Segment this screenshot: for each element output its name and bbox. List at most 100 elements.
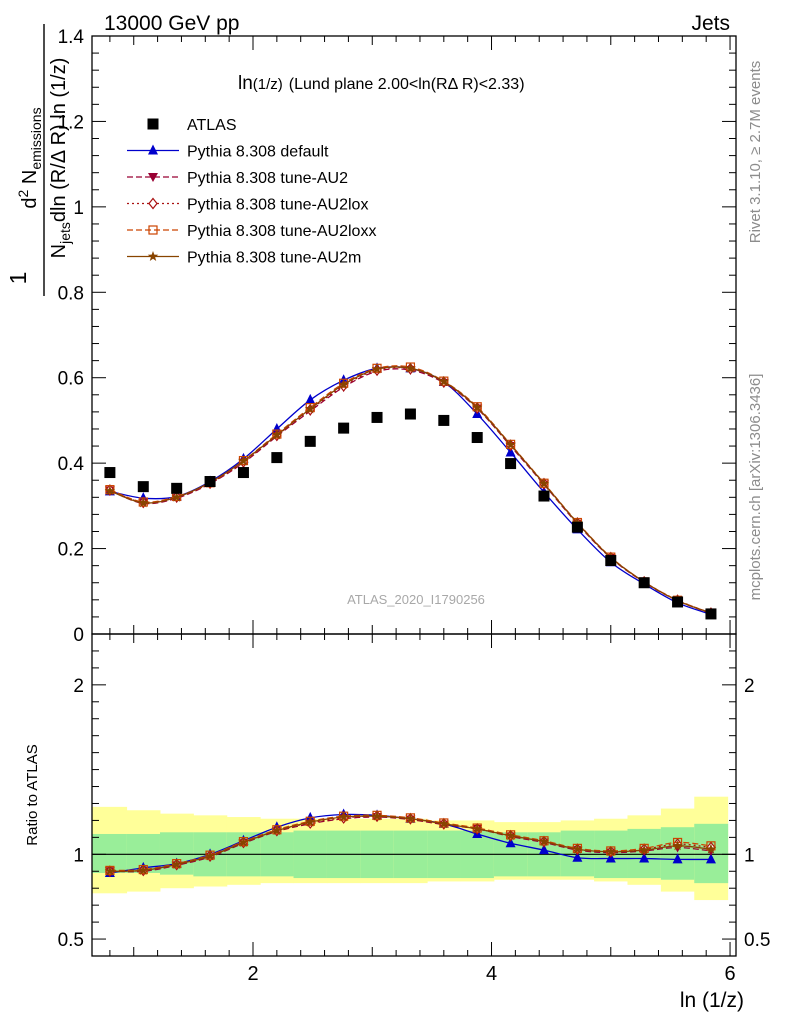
analysis-watermark: ATLAS_2020_I1790256 bbox=[347, 592, 485, 607]
legend-label-pythia-8-308-tune-au2m: Pythia 8.308 tune-AU2m bbox=[187, 250, 361, 267]
data-point-atlas bbox=[304, 435, 316, 447]
data-point-atlas bbox=[672, 596, 684, 608]
series-point-pythia-8-308-tune-au2m bbox=[238, 455, 249, 466]
data-point-atlas bbox=[171, 482, 183, 494]
series-point-pythia-8-308-tune-au2m bbox=[104, 485, 116, 496]
legend-marker-pythia-8-308-default bbox=[148, 144, 158, 155]
y-tick-label-ratio-right: 0.5 bbox=[744, 930, 770, 951]
data-point-atlas bbox=[237, 467, 249, 479]
data-point-atlas bbox=[705, 608, 717, 620]
band-inner-bin bbox=[660, 827, 695, 880]
series-point-pythia-8-308-default bbox=[505, 446, 516, 457]
ratio-point-pythia-8-308-tune-au2m bbox=[638, 844, 650, 855]
data-point-atlas bbox=[204, 476, 216, 488]
x-tick-label: 2 bbox=[247, 963, 258, 985]
x-tick-label: 4 bbox=[486, 963, 497, 985]
legend-label-pythia-8-308-tune-au2: Pythia 8.308 tune-AU2 bbox=[187, 170, 348, 187]
ratio-uncertainty-bands bbox=[92, 796, 729, 901]
ylabel-denominator-lead: N bbox=[48, 244, 70, 258]
y-tick-label-ratio-left: 0.5 bbox=[58, 930, 84, 951]
y-tick-label-main: 0 bbox=[73, 625, 84, 646]
data-point-atlas bbox=[371, 411, 383, 423]
ratio-point-pythia-8-308-default bbox=[505, 837, 516, 848]
ratio-point-pythia-8-308-default bbox=[639, 852, 650, 863]
ylabel-numerator-sup: 2 bbox=[15, 189, 31, 197]
ratio-plot-frame bbox=[91, 633, 737, 957]
data-point-atlas bbox=[271, 452, 283, 464]
ratio-point-pythia-8-308-tune-au2m bbox=[438, 818, 450, 829]
y-tick-label-main: 0.8 bbox=[58, 283, 84, 304]
ylabel-denominator-rest: dln (R/Δ R) ln (1/z) bbox=[48, 58, 70, 223]
x-axis-label: ln (1/z) bbox=[680, 989, 744, 1012]
ylabel-denominator: Njetsdln (R/Δ R) ln (1/z) bbox=[48, 58, 73, 259]
ratio-point-pythia-8-308-tune-au2m bbox=[538, 836, 550, 847]
series-point-pythia-8-308-tune-au2m bbox=[471, 402, 483, 413]
y-tick-label-ratio-left: 2 bbox=[73, 676, 84, 697]
y-tick-label-main: 0.6 bbox=[58, 369, 84, 390]
main-title-rest: (Lund plane 2.00<ln(RΔ R)<2.33) bbox=[289, 76, 525, 93]
y-tick-label-main: 0.2 bbox=[58, 540, 84, 561]
ratio-point-pythia-8-308-tune-au2m bbox=[605, 846, 617, 857]
legend-marker-pythia-8-308-tune-au2m bbox=[147, 251, 159, 261]
ylabel-denominator-sub: jets bbox=[57, 222, 73, 245]
main-title-sub: (1/z) bbox=[253, 76, 283, 93]
series-line-pythia-8-308-tune-au2 bbox=[109, 368, 712, 615]
ratio-point-pythia-8-308-tune-au2m bbox=[705, 843, 717, 854]
series-point-pythia-8-308-tune-au2m bbox=[338, 379, 349, 389]
legend-label-pythia-8-308-default: Pythia 8.308 default bbox=[187, 144, 329, 161]
data-point-atlas bbox=[538, 490, 550, 502]
data-point-atlas bbox=[605, 555, 617, 567]
y-tick-label-ratio-right: 2 bbox=[744, 676, 755, 697]
main-title-lead: ln bbox=[238, 73, 253, 94]
ratio-point-pythia-8-308-tune-au2m bbox=[405, 813, 416, 824]
y-tick-label-ratio-right: 1 bbox=[744, 845, 755, 866]
y-tick-label-main: 1.2 bbox=[58, 112, 84, 133]
ylabel-numerator-sub: emissions bbox=[28, 107, 44, 169]
rivet-version-label: Rivet 3.1.10, ≥ 2.7M events bbox=[747, 61, 764, 244]
header-left: 13000 GeV pp bbox=[104, 12, 239, 35]
ratio-point-pythia-8-308-tune-au2m bbox=[305, 816, 316, 827]
ratio-point-pythia-8-308-tune-au2m bbox=[204, 850, 216, 861]
ratio-point-pythia-8-308-tune-au2m bbox=[171, 858, 182, 869]
ratio-point-pythia-8-308-default bbox=[538, 844, 549, 855]
ylabel-one: 1 bbox=[5, 272, 31, 285]
series-point-pythia-8-308-tune-au2m bbox=[271, 429, 283, 440]
data-point-atlas bbox=[505, 458, 517, 470]
data-point-atlas bbox=[438, 414, 450, 426]
series-line-pythia-8-308-tune-au2lox bbox=[109, 366, 712, 614]
y-tick-label-main: 0.4 bbox=[58, 454, 85, 475]
ylabel-numerator-rest: N bbox=[19, 170, 41, 190]
data-point-atlas bbox=[404, 408, 416, 420]
ratio-point-pythia-8-308-tune-au2m bbox=[572, 843, 583, 854]
ratio-point-pythia-8-308-default bbox=[672, 853, 683, 864]
y-tick-label-main: 1.4 bbox=[58, 27, 85, 48]
ylabel-numerator: d2 Nemissions bbox=[15, 107, 44, 208]
series-point-pythia-8-308-tune-au2m bbox=[405, 362, 416, 373]
ratio-y-axis-label: Ratio to ATLAS bbox=[24, 744, 41, 845]
ratio-point-pythia-8-308-default bbox=[572, 851, 583, 862]
ratio-point-pythia-8-308-tune-au2m bbox=[471, 823, 483, 834]
legend-marker-pythia-8-308-tune-au2 bbox=[148, 173, 158, 182]
series-point-pythia-8-308-tune-au2m bbox=[438, 376, 450, 387]
main-plot-title: ln(1/z) (Lund plane 2.00<ln(RΔ R)<2.33) bbox=[238, 73, 525, 94]
ratio-point-pythia-8-308-tune-au2m bbox=[505, 830, 516, 841]
y-tick-label-main: 1 bbox=[73, 198, 84, 219]
data-point-atlas bbox=[104, 467, 116, 479]
legend-label-atlas: ATLAS bbox=[187, 117, 237, 134]
series-point-pythia-8-308-tune-au2m bbox=[138, 497, 149, 508]
data-point-atlas bbox=[471, 432, 483, 444]
series-line-pythia-8-308-tune-au2m bbox=[109, 366, 712, 614]
legend-marker-pythia-8-308-tune-au2lox bbox=[148, 197, 158, 210]
ratio-series-layer bbox=[104, 808, 717, 878]
data-point-atlas bbox=[137, 481, 149, 493]
series-line-pythia-8-308-default bbox=[109, 366, 712, 615]
series-point-pythia-8-308-tune-au2m bbox=[538, 478, 550, 489]
ratio-point-pythia-8-308-tune-au2m bbox=[672, 840, 683, 851]
data-point-atlas bbox=[638, 577, 650, 589]
ratio-point-pythia-8-308-tune-au2m bbox=[138, 864, 149, 875]
series-point-pythia-8-308-tune-au2m bbox=[305, 403, 316, 414]
ylabel-numerator-lead: d bbox=[19, 197, 41, 208]
series-point-pythia-8-308-default bbox=[305, 393, 316, 404]
series-point-pythia-8-308-tune-au2m bbox=[171, 491, 182, 502]
legend-marker-pythia-8-308-tune-au2loxx bbox=[148, 225, 158, 235]
